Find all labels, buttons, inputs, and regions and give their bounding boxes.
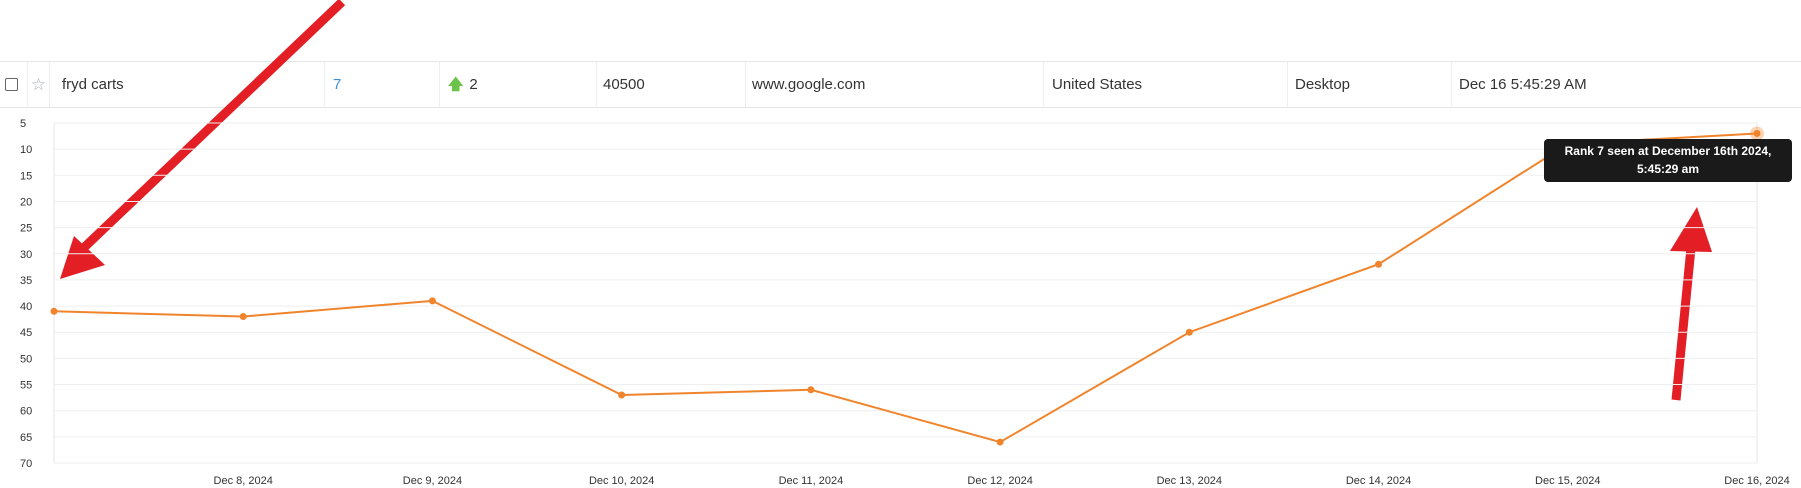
rank-tooltip: Rank 7 seen at December 16th 2024, 5:45:… [1544, 139, 1792, 182]
y-tick-label: 35 [20, 275, 32, 287]
y-tick-label: 30 [20, 249, 32, 261]
favorite-star-icon[interactable]: ☆ [27, 62, 49, 107]
device-value: Desktop [1295, 76, 1351, 93]
plot-area-frame [53, 122, 1758, 464]
change-cell: 🡅 2 [439, 62, 596, 107]
y-tick-label: 20 [20, 196, 32, 208]
data-point[interactable] [1185, 328, 1193, 336]
y-tick-label: 60 [20, 406, 32, 418]
y-tick-label: 10 [20, 144, 32, 156]
keyword-row[interactable]: ☆ fryd carts 7 🡅 2 40500 www.google.com U… [0, 61, 1801, 108]
y-tick-label: 40 [20, 301, 32, 313]
y-tick-label: 25 [20, 223, 32, 235]
data-point[interactable] [239, 313, 247, 321]
device-cell: Desktop [1287, 62, 1451, 107]
x-tick-label: Dec 12, 2024 [967, 475, 1032, 487]
x-tick-label: Dec 11, 2024 [779, 475, 844, 487]
data-point[interactable] [996, 438, 1004, 446]
data-point[interactable] [618, 391, 626, 399]
y-tick-label: 5 [20, 118, 26, 130]
last-updated-cell: Dec 16 5:45:29 AM [1451, 62, 1801, 107]
tooltip-line-2: 5:45:29 am [1636, 162, 1700, 176]
x-tick-label: Dec 8, 2024 [214, 475, 273, 487]
x-tick-label: Dec 14, 2024 [1346, 475, 1411, 487]
location-value: United States [1052, 76, 1143, 93]
y-tick-label: 55 [20, 380, 32, 392]
data-point[interactable] [807, 386, 815, 394]
x-tick-label: Dec 10, 2024 [589, 475, 654, 487]
search-engine-cell: www.google.com [745, 62, 1043, 107]
keyword-cell: fryd carts [49, 62, 324, 107]
y-tick-label: 15 [20, 170, 32, 182]
y-tick-label: 70 [20, 458, 32, 470]
y-tick-label: 50 [20, 353, 32, 365]
keyword-text: fryd carts [62, 76, 124, 93]
data-point[interactable] [1375, 260, 1383, 268]
rank-link[interactable]: 7 [333, 76, 342, 93]
last-updated-value: Dec 16 5:45:29 AM [1459, 76, 1587, 93]
arrow-up-icon: 🡅 [448, 76, 464, 93]
x-tick-label: Dec 16, 2024 [1724, 475, 1789, 487]
tooltip-line-1: Rank 7 seen at December 16th 2024, [1564, 144, 1772, 158]
search-engine-value: www.google.com [752, 76, 866, 93]
annotation-arrow-right [1670, 207, 1712, 401]
x-tick-label: Dec 9, 2024 [403, 475, 462, 487]
y-tick-label: 65 [20, 432, 32, 444]
rank-line-series [53, 132, 1758, 444]
data-point[interactable] [428, 297, 436, 305]
rank-points [50, 126, 1764, 446]
data-point[interactable] [50, 307, 58, 315]
x-tick-label: Dec 13, 2024 [1157, 475, 1222, 487]
series-line [53, 132, 1758, 444]
y-tick-label: 45 [20, 327, 32, 339]
annotation-arrow-left [60, 0, 346, 279]
rank-cell[interactable]: 7 [324, 62, 439, 107]
row-checkbox[interactable] [5, 78, 18, 91]
x-axis-ticks: Dec 8, 2024 Dec 9, 2024 Dec 10, 2024 Dec 11… [214, 475, 1790, 487]
y-axis-ticks: 5 10 15 20 25 30 35 40 45 50 55 60 65 70 [20, 118, 32, 470]
location-cell: United States [1043, 62, 1287, 107]
search-volume-value: 40500 [603, 76, 645, 93]
x-tick-label: Dec 15, 2024 [1535, 475, 1600, 487]
search-volume-cell: 40500 [596, 62, 745, 107]
data-point[interactable] [1753, 129, 1761, 137]
change-value: 2 [469, 76, 478, 93]
chart-grid [53, 122, 1758, 464]
